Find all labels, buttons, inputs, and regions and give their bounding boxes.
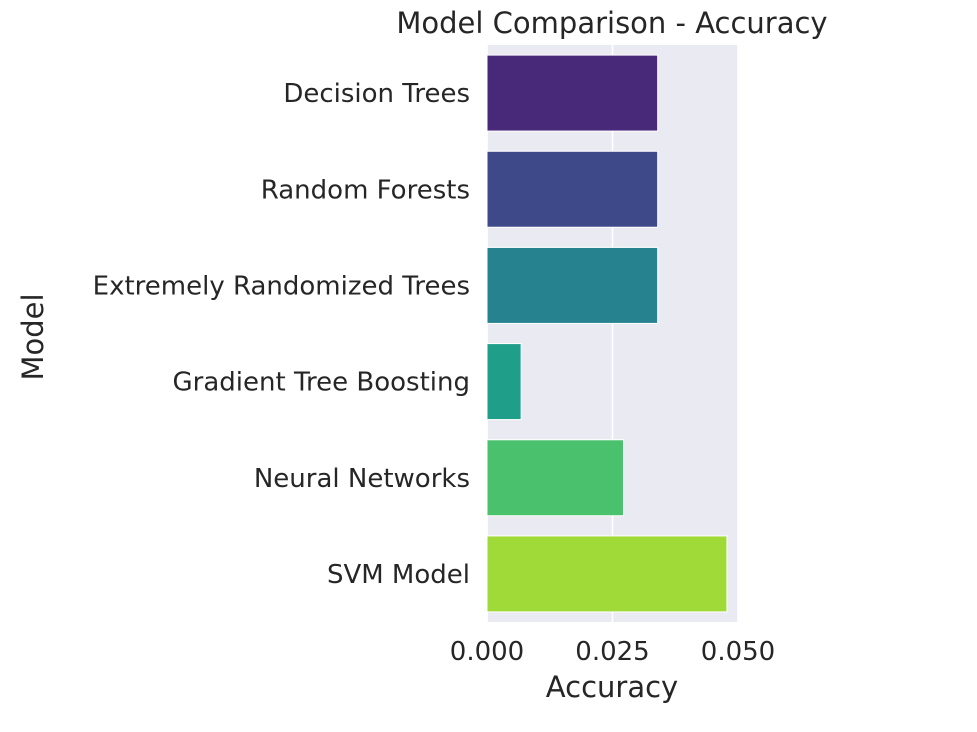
category-label: Gradient Tree Boosting bbox=[173, 368, 470, 398]
category-label: Neural Networks bbox=[254, 464, 470, 494]
bar bbox=[486, 439, 625, 517]
bar bbox=[486, 54, 659, 132]
chart-title: Model Comparison - Accuracy bbox=[396, 6, 827, 40]
x-tick-labels: 0.000 0.025 0.050 bbox=[450, 637, 775, 667]
category-label: Decision Trees bbox=[283, 79, 470, 109]
bar bbox=[486, 150, 659, 228]
bar bbox=[486, 246, 659, 324]
category-labels: Decision Trees Random Forests Extremely Ra… bbox=[93, 79, 470, 590]
x-tick-label: 0.025 bbox=[575, 637, 649, 667]
category-label: Random Forests bbox=[261, 175, 470, 205]
bars bbox=[486, 54, 728, 613]
gridlines bbox=[486, 45, 739, 622]
bar bbox=[486, 535, 728, 613]
category-label: Extremely Randomized Trees bbox=[93, 271, 470, 301]
y-axis-label: Model bbox=[16, 293, 50, 380]
bar bbox=[486, 343, 522, 421]
x-axis-label: Accuracy bbox=[546, 670, 678, 704]
x-tick-label: 0.000 bbox=[450, 637, 524, 667]
category-label: SVM Model bbox=[327, 560, 470, 590]
x-tick-label: 0.050 bbox=[701, 637, 775, 667]
